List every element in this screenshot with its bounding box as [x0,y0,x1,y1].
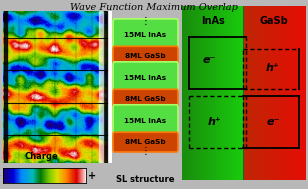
Bar [99,11,103,163]
FancyBboxPatch shape [113,89,178,109]
Text: InAs: InAs [201,16,225,26]
Text: e⁻: e⁻ [202,55,216,65]
Text: +: + [88,171,96,181]
Text: ⋮: ⋮ [141,16,150,26]
FancyBboxPatch shape [113,62,178,94]
Text: h⁺: h⁺ [208,117,222,127]
Bar [103,11,107,163]
Text: 8ML GaSb: 8ML GaSb [125,53,166,59]
Text: Wave Function Maximum Overlap: Wave Function Maximum Overlap [70,3,238,12]
Text: GaSb: GaSb [260,16,289,26]
Text: Charge: Charge [25,152,59,161]
Bar [4,11,7,163]
FancyBboxPatch shape [113,132,178,152]
Text: 8ML GaSb: 8ML GaSb [125,139,166,145]
Text: 8ML GaSb: 8ML GaSb [125,96,166,102]
Text: e⁻: e⁻ [266,117,280,127]
FancyBboxPatch shape [113,19,178,51]
Text: 15ML InAs: 15ML InAs [124,118,167,124]
Text: 15ML InAs: 15ML InAs [124,75,167,81]
FancyBboxPatch shape [113,105,178,136]
Text: h⁺: h⁺ [266,63,280,73]
Text: −: − [0,171,2,181]
Text: 15ML InAs: 15ML InAs [124,32,167,38]
Text: ⋮: ⋮ [141,146,150,156]
FancyBboxPatch shape [113,46,178,66]
Text: SL structure: SL structure [116,175,175,184]
